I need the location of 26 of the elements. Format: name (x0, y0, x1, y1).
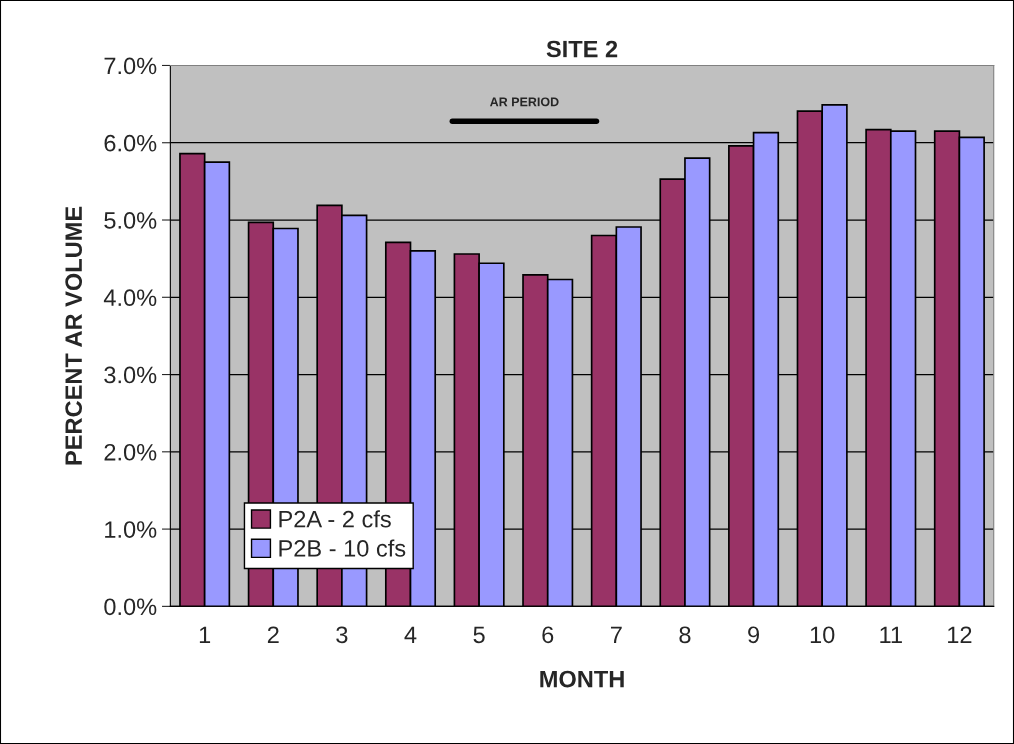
x-tick-label: 12 (948, 626, 972, 643)
x-tick-label: 6 (542, 626, 554, 644)
y-axis-title: PERCENT AR VOLUME (65, 206, 83, 465)
y-tick-label: 7.0% (104, 57, 157, 75)
x-axis-title: MONTH (540, 670, 624, 688)
x-tick-label: 5 (473, 626, 485, 644)
x-tick-label: 1 (199, 626, 211, 643)
y-tick-label: 1.0% (105, 521, 157, 538)
y-tick-label: 5.0% (104, 212, 157, 229)
x-tick-label: 10 (810, 626, 835, 644)
y-tick-label: 6.0% (104, 134, 157, 152)
chart-title: SITE 2 (546, 40, 618, 58)
y-tick-label: 3.0% (104, 366, 157, 384)
legend-label: P2B - 10 cfs (279, 539, 406, 557)
x-tick-label: 4 (404, 626, 417, 643)
y-tick-label: 2.0% (104, 443, 157, 461)
x-tick-label: 8 (679, 626, 691, 644)
legend-label: P2A - 2 cfs (279, 510, 391, 528)
y-tick-label: 4.0% (103, 289, 157, 307)
x-tick-label: 3 (336, 626, 348, 644)
x-tick-label: 2 (267, 626, 279, 643)
y-tick-label: 0.0% (104, 598, 157, 616)
x-tick-label: 7 (610, 626, 622, 643)
annotation: AR PERIOD (489, 97, 559, 107)
x-tick-label: 9 (748, 626, 760, 644)
x-tick-label: 11 (880, 626, 902, 643)
